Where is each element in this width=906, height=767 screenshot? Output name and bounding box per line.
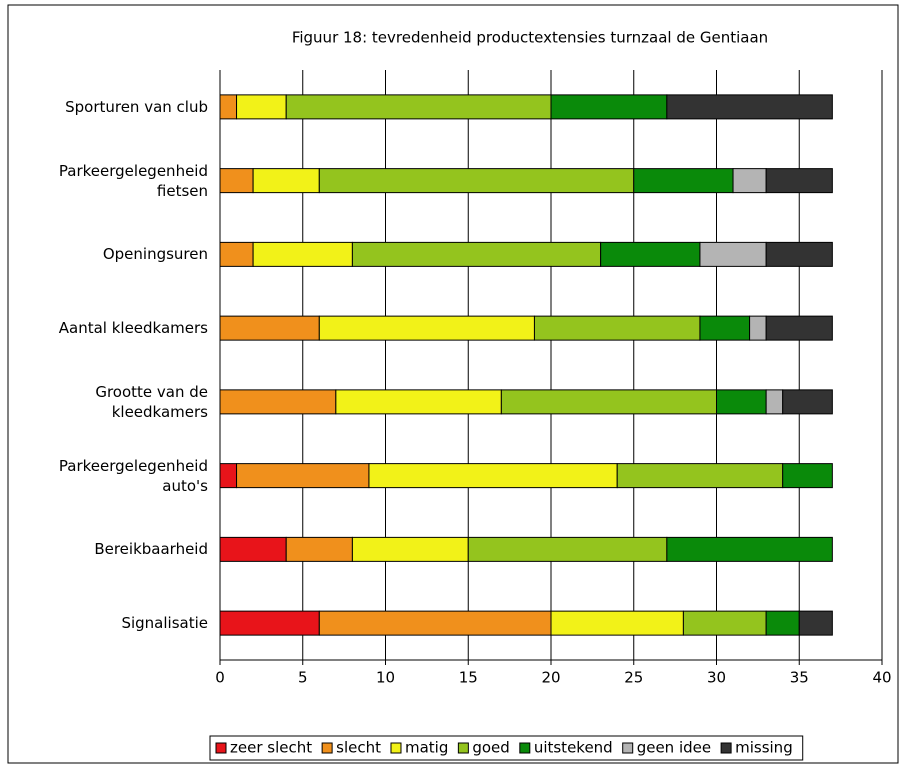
bar-segment bbox=[616, 463, 784, 489]
x-tick-label: 10 bbox=[376, 669, 395, 687]
legend-box bbox=[209, 735, 804, 761]
legend-label: missing bbox=[735, 739, 793, 757]
bar-segment bbox=[550, 610, 684, 636]
bar-segment bbox=[699, 315, 751, 341]
bar-segment bbox=[219, 168, 254, 194]
bar-segment bbox=[318, 315, 535, 341]
bar-segment bbox=[765, 241, 833, 267]
bar-segment bbox=[351, 241, 602, 267]
bar-segment bbox=[765, 315, 833, 341]
x-tick-label: 25 bbox=[624, 669, 643, 687]
legend-swatch bbox=[215, 742, 227, 754]
bar-segment bbox=[318, 610, 552, 636]
bar-segment bbox=[252, 168, 320, 194]
y-tick-label: Bereikbaarheid bbox=[94, 540, 208, 559]
legend-swatch bbox=[622, 742, 634, 754]
legend-swatch bbox=[720, 742, 732, 754]
bar-segment bbox=[682, 610, 767, 636]
x-tick-label: 35 bbox=[790, 669, 809, 687]
bar-segment bbox=[467, 536, 668, 562]
bar-segment bbox=[699, 241, 767, 267]
bar-segment bbox=[782, 463, 833, 489]
bar-segment bbox=[798, 610, 833, 636]
bar-segment bbox=[716, 389, 767, 415]
bar-segment bbox=[666, 536, 833, 562]
legend-label: uitstekend bbox=[534, 739, 613, 757]
x-tick-label: 30 bbox=[707, 669, 726, 687]
chart-border bbox=[7, 4, 899, 764]
bar-segment bbox=[368, 463, 618, 489]
y-tick-label: Parkeergelegenheid auto's bbox=[58, 456, 208, 495]
y-tick-label: Aantal kleedkamers bbox=[58, 319, 208, 338]
y-tick-label: Openingsuren bbox=[102, 245, 208, 264]
bar-segment bbox=[533, 315, 701, 341]
bar-segment bbox=[335, 389, 502, 415]
y-tick-label: Signalisatie bbox=[121, 614, 208, 633]
legend-label: matig bbox=[405, 739, 448, 757]
y-tick-label: Parkeergelegenheid fietsen bbox=[58, 161, 208, 200]
legend-label: zeer slecht bbox=[230, 739, 312, 757]
y-tick-label: Sporturen van club bbox=[65, 97, 208, 116]
bar-segment bbox=[765, 168, 833, 194]
bar-segment bbox=[219, 94, 238, 120]
bar-segment bbox=[633, 168, 734, 194]
x-tick-label: 15 bbox=[459, 669, 478, 687]
legend-label: geen idee bbox=[637, 739, 711, 757]
bar-segment bbox=[285, 536, 353, 562]
bar-segment bbox=[236, 94, 287, 120]
bar-segment bbox=[219, 241, 254, 267]
bar-segment bbox=[600, 241, 701, 267]
legend-swatch bbox=[321, 742, 333, 754]
bar-segment bbox=[219, 389, 337, 415]
bar-segment bbox=[500, 389, 717, 415]
bar-segment bbox=[749, 315, 767, 341]
bar-segment bbox=[219, 315, 320, 341]
bar-segment bbox=[219, 463, 238, 489]
bar-segment bbox=[765, 389, 784, 415]
x-tick-label: 0 bbox=[215, 669, 225, 687]
legend-swatch bbox=[457, 742, 469, 754]
x-tick-label: 40 bbox=[872, 669, 891, 687]
bar-segment bbox=[666, 94, 833, 120]
bar-segment bbox=[219, 610, 320, 636]
bar-segment bbox=[285, 94, 552, 120]
bar-segment bbox=[765, 610, 800, 636]
bar-segment bbox=[236, 463, 370, 489]
x-tick-label: 5 bbox=[298, 669, 308, 687]
bar-segment bbox=[318, 168, 635, 194]
legend-swatch bbox=[519, 742, 531, 754]
bar-segment bbox=[782, 389, 833, 415]
y-tick-label: Grootte van de kleedkamers bbox=[95, 382, 208, 421]
legend-swatch bbox=[390, 742, 402, 754]
bar-segment bbox=[252, 241, 353, 267]
legend-label: slecht bbox=[336, 739, 381, 757]
bar-segment bbox=[550, 94, 668, 120]
x-tick-label: 20 bbox=[541, 669, 560, 687]
legend-label: goed bbox=[472, 739, 509, 757]
bar-segment bbox=[351, 536, 469, 562]
chart-title: Figuur 18: tevredenheid productextensies… bbox=[292, 29, 768, 47]
bar-segment bbox=[219, 536, 287, 562]
bar-segment bbox=[732, 168, 767, 194]
